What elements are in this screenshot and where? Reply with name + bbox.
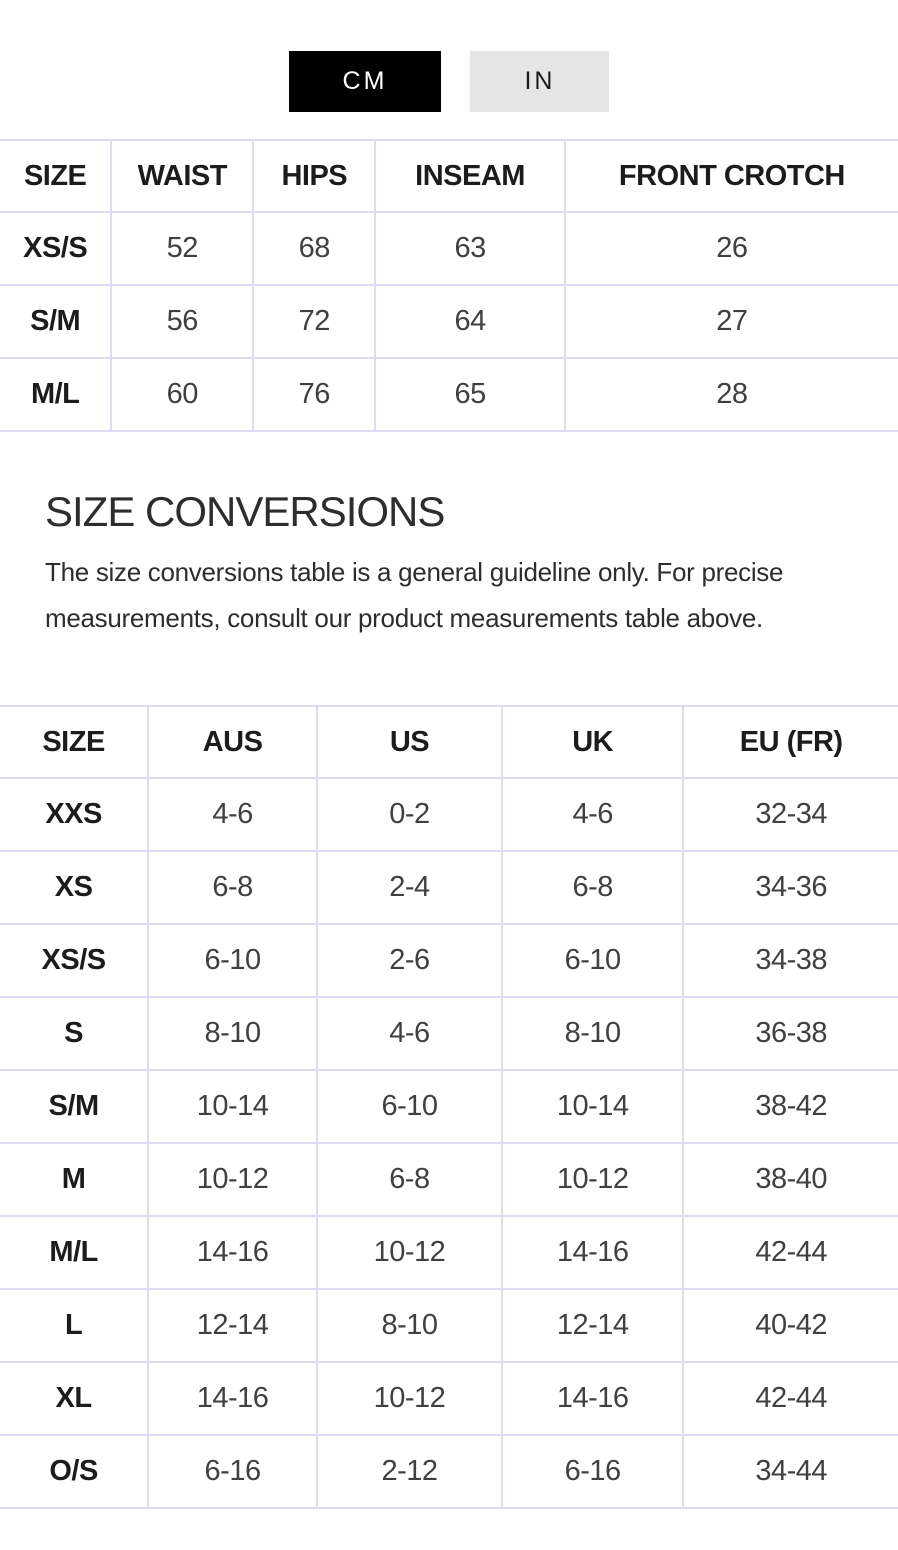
cell-value: 10-12: [147, 1142, 318, 1218]
cell-value: 6-10: [147, 923, 318, 999]
column-header: SIZE: [0, 139, 113, 213]
cell-value: 8-10: [315, 1288, 503, 1364]
row-size-label: S: [0, 996, 150, 1072]
table-row: M 10-12 6-8 10-12 38-40: [0, 1142, 898, 1218]
cell-value: 10-12: [500, 1142, 685, 1218]
product-measurements-table: SIZE WAIST HIPS INSEAM FRONT CROTCH XS/S 52 68 6…: [0, 139, 898, 432]
cell-value: 60: [110, 357, 255, 432]
size-conversions-table: SIZE AUS US UK EU (FR) XXS 4-6 0-2 4-6 32-34 XS 6-8…: [0, 705, 898, 1510]
cell-value: 10-12: [315, 1361, 503, 1437]
table-row: XS/S 52 68 63 26: [0, 211, 898, 286]
table-row: M/L 60 76 65 28: [0, 357, 898, 432]
cell-value: 4-6: [500, 777, 685, 853]
row-size-label: M: [0, 1142, 150, 1218]
cell-value: 2-6: [315, 923, 503, 999]
cell-value: 76: [252, 357, 377, 432]
row-size-label: XS: [0, 850, 150, 926]
cell-value: 4-6: [315, 996, 503, 1072]
cell-value: 6-8: [147, 850, 318, 926]
cell-value: 34-36: [682, 850, 898, 926]
row-size-label: S/M: [0, 284, 113, 359]
cell-value: 36-38: [682, 996, 898, 1072]
cell-value: 63: [374, 211, 566, 286]
column-header: WAIST: [110, 139, 255, 213]
cell-value: 65: [374, 357, 566, 432]
cell-value: 2-12: [315, 1434, 503, 1510]
row-size-label: XS/S: [0, 923, 150, 999]
unit-toggle: CM IN: [0, 0, 898, 112]
table-row: XL 14-16 10-12 14-16 42-44: [0, 1361, 898, 1437]
cell-value: 52: [110, 211, 255, 286]
cell-value: 56: [110, 284, 255, 359]
cell-value: 14-16: [147, 1215, 318, 1291]
table-row: S/M 56 72 64 27: [0, 284, 898, 359]
column-header: UK: [500, 705, 685, 780]
cell-value: 6-8: [315, 1142, 503, 1218]
table-row: S/M 10-14 6-10 10-14 38-42: [0, 1069, 898, 1145]
cell-value: 64: [374, 284, 566, 359]
row-size-label: XL: [0, 1361, 150, 1437]
table-row: XS/S 6-10 2-6 6-10 34-38: [0, 923, 898, 999]
table-row: L 12-14 8-10 12-14 40-42: [0, 1288, 898, 1364]
cell-value: 12-14: [147, 1288, 318, 1364]
cell-value: 2-4: [315, 850, 503, 926]
table-row: S 8-10 4-6 8-10 36-38: [0, 996, 898, 1072]
cell-value: 0-2: [315, 777, 503, 853]
cell-value: 8-10: [500, 996, 685, 1072]
cell-value: 10-14: [147, 1069, 318, 1145]
cell-value: 38-42: [682, 1069, 898, 1145]
cell-value: 28: [563, 357, 898, 432]
header-row: SIZE AUS US UK EU (FR): [0, 705, 898, 780]
row-size-label: XXS: [0, 777, 150, 853]
cell-value: 34-44: [682, 1434, 898, 1510]
cell-value: 12-14: [500, 1288, 685, 1364]
cell-value: 40-42: [682, 1288, 898, 1364]
cell-value: 14-16: [147, 1361, 318, 1437]
row-size-label: S/M: [0, 1069, 150, 1145]
cell-value: 14-16: [500, 1215, 685, 1291]
column-header: SIZE: [0, 705, 150, 780]
table-row: XS 6-8 2-4 6-8 34-36: [0, 850, 898, 926]
in-toggle-button[interactable]: IN: [470, 51, 610, 112]
column-header: INSEAM: [374, 139, 566, 213]
header-row: SIZE WAIST HIPS INSEAM FRONT CROTCH: [0, 139, 898, 213]
column-header: US: [315, 705, 503, 780]
column-header: FRONT CROTCH: [563, 139, 898, 213]
row-size-label: M/L: [0, 357, 113, 432]
cell-value: 26: [563, 211, 898, 286]
column-header: EU (FR): [682, 705, 898, 780]
row-size-label: M/L: [0, 1215, 150, 1291]
table-row: M/L 14-16 10-12 14-16 42-44: [0, 1215, 898, 1291]
cell-value: 34-38: [682, 923, 898, 999]
cm-toggle-button[interactable]: CM: [288, 51, 442, 112]
cell-value: 6-10: [500, 923, 685, 999]
row-size-label: L: [0, 1288, 150, 1364]
row-size-label: O/S: [0, 1434, 150, 1510]
cell-value: 42-44: [682, 1361, 898, 1437]
cell-value: 27: [563, 284, 898, 359]
cell-value: 72: [252, 284, 377, 359]
cell-value: 6-10: [315, 1069, 503, 1145]
cell-value: 68: [252, 211, 377, 286]
cell-value: 6-16: [500, 1434, 685, 1510]
cell-value: 6-8: [500, 850, 685, 926]
cell-value: 10-14: [500, 1069, 685, 1145]
cell-value: 6-16: [147, 1434, 318, 1510]
cell-value: 42-44: [682, 1215, 898, 1291]
cell-value: 14-16: [500, 1361, 685, 1437]
cell-value: 4-6: [147, 777, 318, 853]
table-row: XXS 4-6 0-2 4-6 32-34: [0, 777, 898, 853]
cell-value: 32-34: [682, 777, 898, 853]
table-row: O/S 6-16 2-12 6-16 34-44: [0, 1434, 898, 1510]
cell-value: 8-10: [147, 996, 318, 1072]
size-conversions-description: The size conversions table is a general …: [45, 557, 784, 634]
column-header: HIPS: [252, 139, 377, 213]
size-conversions-intro: SIZE CONVERSIONS The size conversions ta…: [0, 432, 898, 705]
cell-value: 10-12: [315, 1215, 503, 1291]
cell-value: 38-40: [682, 1142, 898, 1218]
size-conversions-title: SIZE CONVERSIONS: [45, 488, 445, 535]
row-size-label: XS/S: [0, 211, 113, 286]
column-header: AUS: [147, 705, 318, 780]
